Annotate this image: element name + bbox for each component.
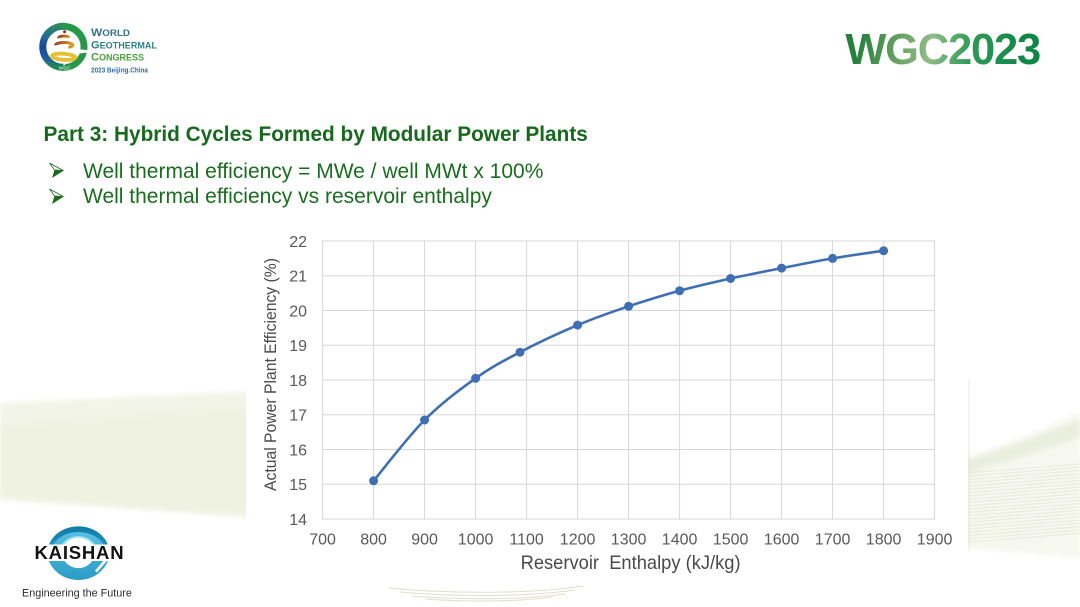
svg-text:KAISHAN: KAISHAN bbox=[35, 542, 125, 563]
svg-text:1500: 1500 bbox=[713, 532, 749, 549]
svg-text:18: 18 bbox=[289, 373, 307, 390]
svg-text:CONGRESS: CONGRESS bbox=[91, 52, 144, 64]
svg-text:1600: 1600 bbox=[764, 532, 800, 549]
svg-text:14: 14 bbox=[289, 512, 307, 529]
svg-text:15: 15 bbox=[289, 477, 307, 494]
svg-text:Engineering the Future: Engineering the Future bbox=[22, 587, 132, 599]
svg-text:1100: 1100 bbox=[509, 532, 544, 549]
svg-text:WORLD: WORLD bbox=[91, 27, 131, 39]
svg-text:1400: 1400 bbox=[662, 532, 698, 549]
svg-text:900: 900 bbox=[411, 532, 438, 549]
svg-text:19: 19 bbox=[289, 338, 307, 355]
svg-text:21: 21 bbox=[289, 269, 307, 286]
svg-text:WGC: WGC bbox=[59, 65, 72, 70]
svg-text:1200: 1200 bbox=[560, 532, 596, 549]
svg-text:1700: 1700 bbox=[815, 532, 851, 549]
svg-text:800: 800 bbox=[360, 532, 387, 549]
svg-text:Actual Power Plant Efficiency: Actual Power Plant Efficiency (%) bbox=[261, 258, 280, 491]
svg-text:20: 20 bbox=[289, 303, 307, 320]
svg-text:1300: 1300 bbox=[611, 532, 647, 549]
svg-text:17: 17 bbox=[289, 408, 307, 425]
svg-text:Reservoir Enthalpy (kJ/kg): Reservoir Enthalpy (kJ/kg) bbox=[521, 552, 741, 574]
svg-text:1900: 1900 bbox=[917, 532, 953, 549]
svg-text:GEOTHERMAL: GEOTHERMAL bbox=[91, 40, 158, 52]
svg-text:1000: 1000 bbox=[458, 532, 494, 549]
svg-text:2023 Beijing.China: 2023 Beijing.China bbox=[91, 66, 149, 75]
svg-text:700: 700 bbox=[309, 532, 336, 549]
svg-text:1800: 1800 bbox=[866, 532, 902, 549]
svg-text:16: 16 bbox=[289, 442, 307, 459]
svg-text:22: 22 bbox=[289, 234, 307, 251]
